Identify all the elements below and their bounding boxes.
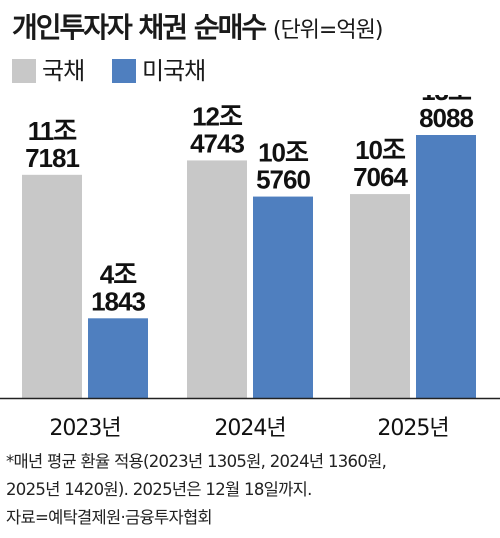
legend-swatch-us-treasury (112, 59, 136, 83)
unit-text: (단위=억원) (272, 18, 384, 43)
footnote-line-1: *매년 평균 환율 적용(2023년 1305원, 2024년 1360원, (6, 452, 387, 471)
footnote-source: 자료=예탁결제원·금융투자협회 (6, 508, 213, 527)
data-label-미국채-2024년: 10조 5760 (256, 138, 310, 195)
x-tick-2023년: 2023년 (49, 416, 120, 441)
data-label-미국채-2025년: 13조8088 (419, 95, 473, 133)
data-label-국채-2025년: 10조 7064 (353, 135, 408, 192)
bar-국채-2024년 (187, 160, 247, 398)
footnote-line-2: 2025년 1420원). 2025년은 12월 18일까지. (6, 480, 312, 499)
data-label-미국채-2023년: 4조 1843 (91, 259, 145, 316)
bar-국채-2025년 (350, 194, 410, 398)
legend-label-treasury: 국채 (42, 57, 85, 85)
data-label-국채-2023년: 11조 7181 (25, 116, 79, 173)
legend-label-us-treasury: 미국채 (142, 57, 206, 85)
data-label-국채-2024년: 12조 4743 (190, 101, 244, 158)
bar-chart: 11조 7181 4조 1843 2023년 12조 4743 10조 5760 2024년 10조… (0, 95, 500, 441)
footnote: *매년 평균 환율 적용(2023년 1305원, 2024년 1360원, 2… (6, 448, 494, 532)
bar-미국채-2023년 (88, 318, 148, 398)
chart-title: 개인투자자 채권 순매수 (단위=억원) (12, 8, 384, 51)
bar-미국채-2024년 (253, 196, 313, 398)
x-tick-2025년: 2025년 (377, 416, 448, 441)
title-text: 개인투자자 채권 순매수 (12, 11, 267, 44)
bar-미국채-2025년 (416, 135, 476, 398)
x-tick-2024년: 2024년 (214, 416, 285, 441)
bar-국채-2023년 (22, 174, 82, 398)
legend-swatch-treasury (12, 59, 36, 83)
